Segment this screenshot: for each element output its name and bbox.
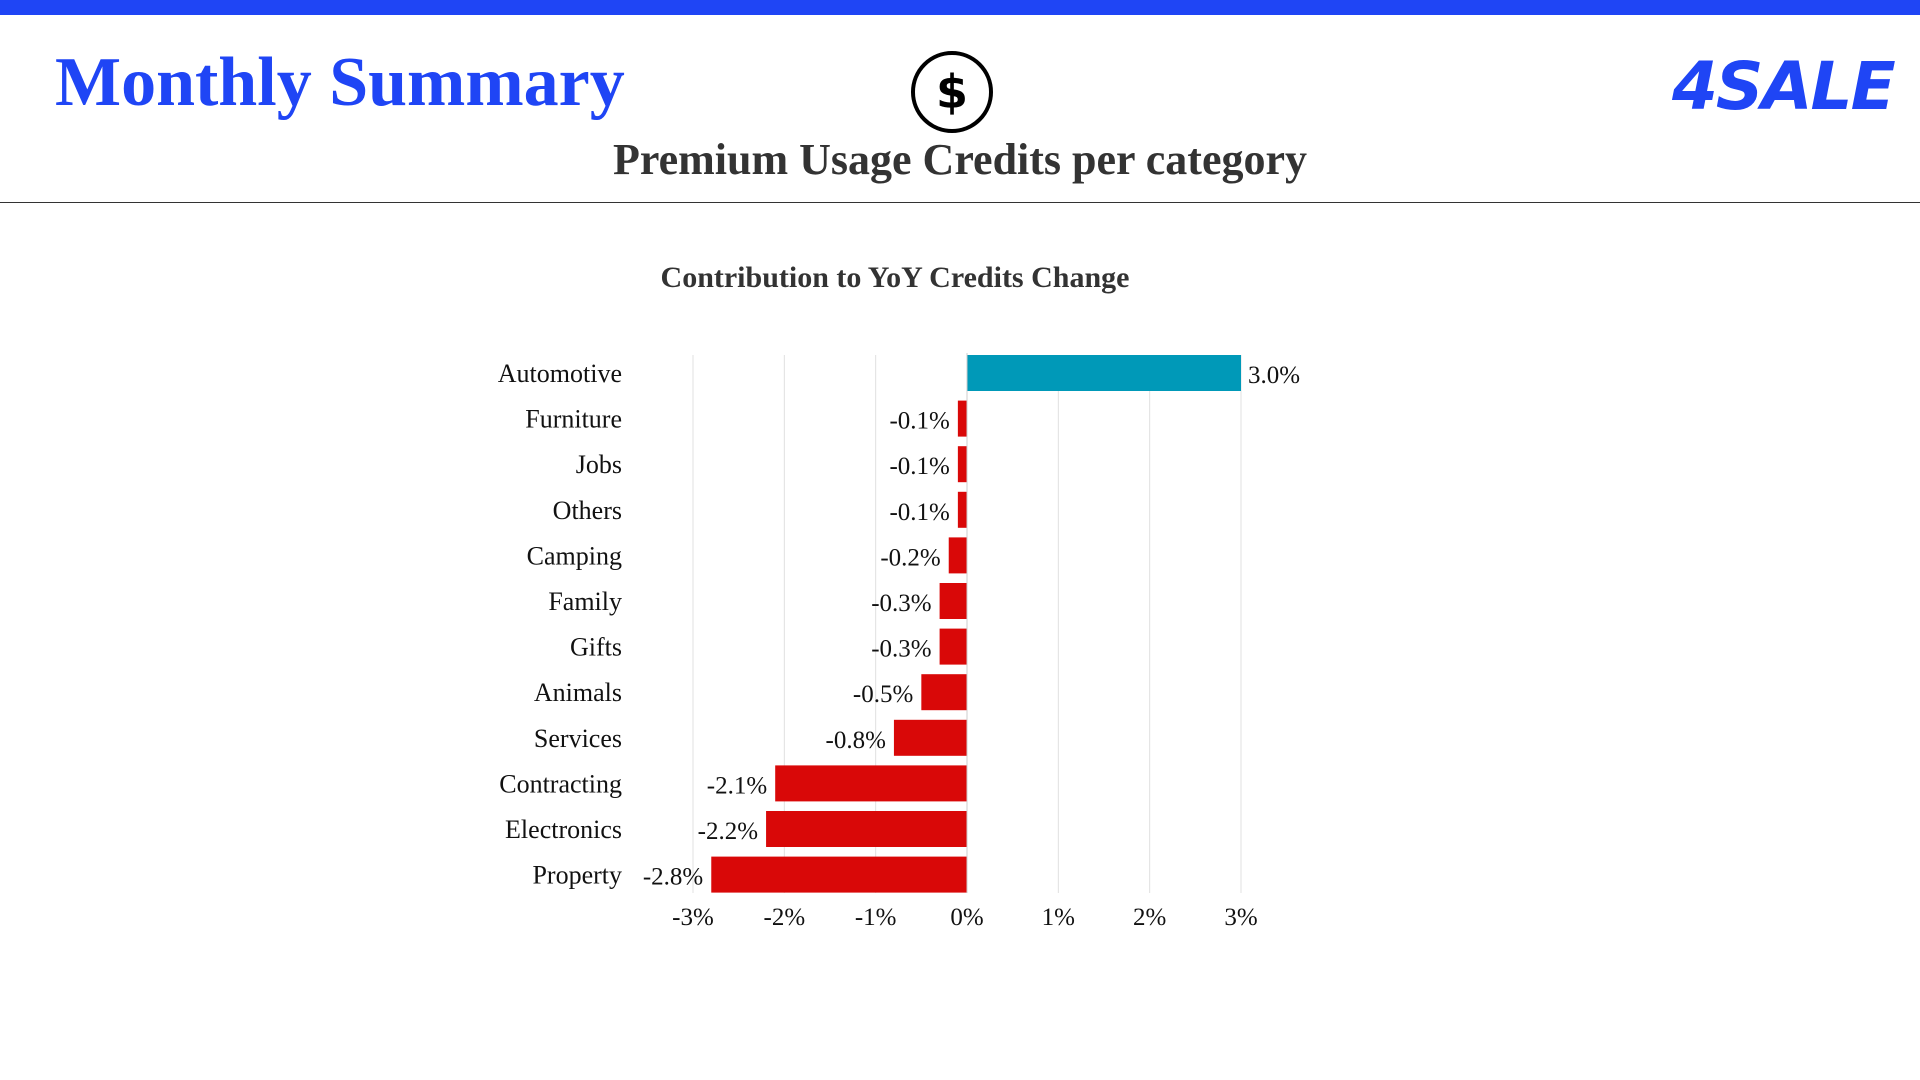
value-label: -0.2% bbox=[880, 544, 940, 571]
section-title: Premium Usage Credits per category bbox=[612, 135, 1308, 184]
category-label: Property bbox=[532, 861, 622, 890]
bar-gifts bbox=[939, 628, 967, 665]
value-label: -0.5% bbox=[853, 681, 913, 708]
category-label: Jobs bbox=[576, 450, 622, 479]
category-label: Animals bbox=[534, 678, 622, 707]
value-label: -0.3% bbox=[871, 590, 931, 617]
value-label: -0.1% bbox=[889, 408, 949, 435]
category-label: Gifts bbox=[570, 633, 622, 662]
header-divider bbox=[0, 202, 1920, 203]
value-label: -0.3% bbox=[871, 636, 931, 663]
value-label: -0.1% bbox=[889, 453, 949, 480]
category-label: Electronics bbox=[505, 815, 622, 844]
brand-logo: 4SALE bbox=[1672, 48, 1896, 125]
x-tick-label: 2% bbox=[1133, 904, 1166, 931]
category-label: Contracting bbox=[499, 769, 622, 798]
bar-jobs bbox=[957, 446, 967, 483]
bar-camping bbox=[948, 537, 967, 574]
bar-animals bbox=[921, 674, 967, 711]
value-label: -2.2% bbox=[698, 818, 758, 845]
bar-automotive bbox=[967, 355, 1241, 391]
svg-text:$: $ bbox=[936, 65, 968, 119]
bar-electronics bbox=[766, 811, 967, 847]
value-label: 3.0% bbox=[1248, 362, 1300, 389]
page-title: Monthly Summary bbox=[55, 44, 625, 121]
bar-property bbox=[711, 856, 967, 893]
x-tick-label: -1% bbox=[855, 904, 897, 931]
bar-contracting bbox=[775, 765, 967, 802]
bar-furniture bbox=[957, 400, 967, 437]
top-accent-bar bbox=[0, 0, 1920, 15]
category-label: Camping bbox=[527, 541, 622, 570]
x-tick-label: -3% bbox=[672, 904, 714, 931]
dollar-circle-icon: $ bbox=[911, 51, 993, 133]
x-tick-label: 3% bbox=[1224, 904, 1257, 931]
category-label: Furniture bbox=[525, 405, 622, 434]
category-label: Automotive bbox=[498, 359, 622, 388]
bar-family bbox=[939, 583, 967, 619]
category-label: Family bbox=[548, 587, 622, 616]
x-tick-label: -2% bbox=[764, 904, 806, 931]
category-label: Services bbox=[534, 724, 622, 753]
value-label: -2.1% bbox=[707, 772, 767, 799]
value-label: -0.1% bbox=[889, 499, 949, 526]
x-tick-label: 0% bbox=[950, 904, 983, 931]
value-label: -0.8% bbox=[826, 727, 886, 754]
chart-title: Contribution to YoY Credits Change bbox=[660, 261, 1130, 294]
bar-others bbox=[957, 491, 967, 528]
x-tick-label: 1% bbox=[1042, 904, 1075, 931]
bar-services bbox=[893, 719, 967, 756]
value-label: -2.8% bbox=[643, 864, 703, 891]
category-label: Others bbox=[553, 496, 622, 525]
